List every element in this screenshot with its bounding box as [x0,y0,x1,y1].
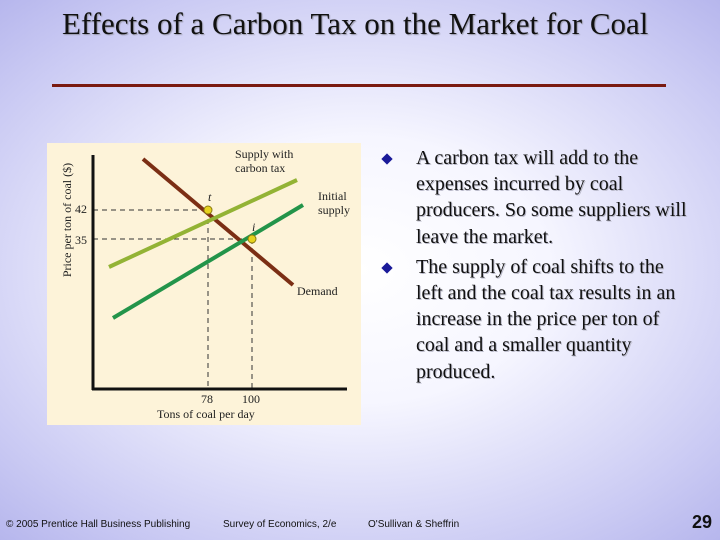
demand-label: Demand [297,284,338,298]
y-axis-label: Price per ton of coal ($) [60,162,74,278]
market-graph-svg [91,155,347,391]
x-tick-100: 100 [242,392,260,406]
diamond-bullet-icon [381,262,393,274]
title-underline [52,84,666,87]
initial-supply-label-line1: Initial [318,189,347,203]
market-graph: Price per ton of coal ($) 42 35 78 100 T… [47,143,361,425]
y-tick-35: 35 [75,233,87,247]
demand-curve [141,157,295,287]
diamond-bullet-icon [381,153,393,165]
page-number: 29 [691,512,712,532]
footer-book: Survey of Economics, 2/e [223,519,337,530]
slide-title: Effects of a Carbon Tax on the Market fo… [62,6,649,41]
x-tick-78: 78 [201,392,213,406]
supply-with-tax-curve [108,178,298,269]
y-tick-42: 42 [75,202,87,216]
bullet-item: A carbon tax will add to the expenses in… [380,145,690,250]
initial-supply-curve [111,203,305,320]
point-t-label: t [208,190,212,204]
initial-supply-label: Initial supply [318,189,350,217]
equilibrium-point-t [203,205,213,215]
bullet-item: The supply of coal shifts to the left an… [380,254,690,385]
equilibrium-point-i [247,234,257,244]
footer-publisher: © 2005 Prentice Hall Business Publishing [6,519,191,530]
supply-with-tax-label: Supply with carbon tax [235,147,293,175]
bullet-list: A carbon tax will add to the expenses in… [380,145,690,385]
footer-authors: O'Sullivan & Sheffrin [368,519,460,530]
point-i-label: i [252,220,256,234]
supply-with-tax-label-line2: carbon tax [235,161,286,175]
bullet-text: The supply of coal shifts to the left an… [416,255,676,383]
x-axis-label: Tons of coal per day [157,407,255,421]
initial-supply-label-line2: supply [318,203,351,217]
supply-with-tax-label-line1: Supply with [235,147,294,161]
bullet-text: A carbon tax will add to the expenses in… [416,147,687,248]
